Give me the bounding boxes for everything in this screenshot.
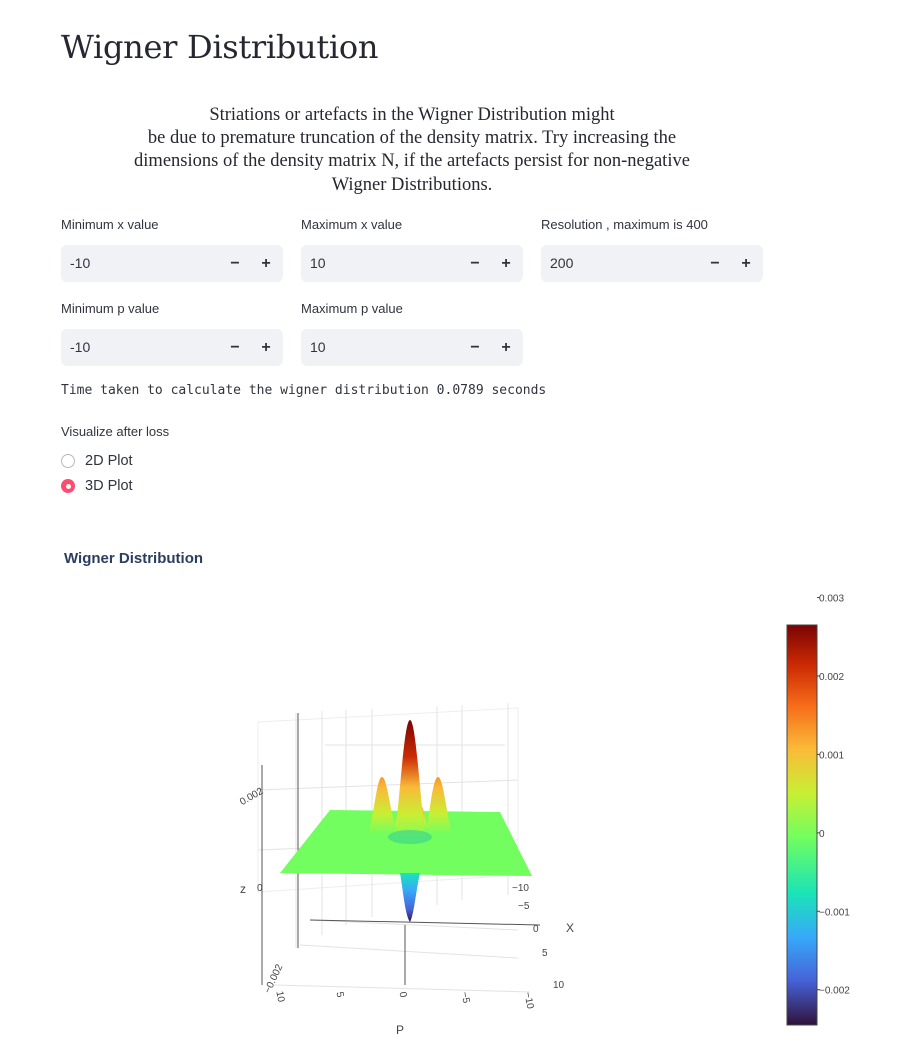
- resolution-increment-button[interactable]: +: [741, 255, 751, 272]
- resolution-input[interactable]: 200 − +: [541, 245, 763, 282]
- colorbar-tick-label: −0.001: [819, 907, 850, 918]
- radio-selected-icon[interactable]: [61, 479, 75, 493]
- radio-3d-plot[interactable]: 3D Plot: [61, 476, 133, 496]
- z-tick-label: 0: [257, 883, 263, 894]
- resolution-field: Resolution , maximum is 400 200 − +: [541, 215, 763, 282]
- max-x-increment-button[interactable]: +: [501, 255, 511, 272]
- max-x-label: Maximum x value: [301, 217, 403, 232]
- min-x-increment-button[interactable]: +: [261, 255, 271, 272]
- p-tick-label: −10: [522, 991, 536, 1010]
- max-p-value[interactable]: 10: [310, 339, 326, 355]
- page-title: Wigner Distribution: [61, 28, 379, 66]
- note-line: Wigner Distributions.: [331, 174, 493, 195]
- min-p-input[interactable]: -10 − +: [61, 329, 283, 366]
- surface-side-peak: [368, 777, 397, 834]
- note-line: be due to premature truncation of the de…: [147, 128, 677, 149]
- scene-axes: [261, 713, 541, 985]
- max-x-decrement-button[interactable]: −: [470, 255, 480, 272]
- x-tick-label: −10: [512, 883, 529, 894]
- p-axis-label: P: [396, 1023, 404, 1037]
- max-p-label: Maximum p value: [301, 301, 403, 316]
- min-p-value[interactable]: -10: [70, 339, 91, 355]
- max-p-decrement-button[interactable]: −: [470, 339, 480, 356]
- max-x-field: Maximum x value 10 − +: [301, 215, 523, 282]
- min-x-input[interactable]: -10 − +: [61, 245, 283, 282]
- radio-2d-plot-label[interactable]: 2D Plot: [85, 453, 133, 469]
- radio-unselected-icon[interactable]: [61, 454, 75, 468]
- min-x-label: Minimum x value: [61, 217, 159, 232]
- surface-side-peak: [426, 777, 452, 834]
- colorbar-gradient: [786, 624, 818, 1026]
- min-x-field: Minimum x value -10 − +: [61, 215, 283, 282]
- min-p-increment-button[interactable]: +: [261, 339, 271, 356]
- resolution-value[interactable]: 200: [550, 255, 574, 271]
- resolution-decrement-button[interactable]: −: [710, 255, 720, 272]
- note-line: Striations or artefacts in the Wigner Di…: [209, 105, 615, 125]
- min-x-decrement-button[interactable]: −: [230, 255, 240, 272]
- p-tick-label: −5: [459, 991, 472, 1005]
- colorbar: 0.003 0.002 0.001 0 −0.001 −0.002: [786, 594, 850, 1026]
- p-tick-label: 0: [397, 991, 409, 999]
- note-line: dimensions of the density matrix N, if t…: [134, 151, 690, 172]
- max-x-value[interactable]: 10: [310, 255, 326, 271]
- radio-3d-plot-label[interactable]: 3D Plot: [85, 478, 133, 494]
- x-axis-ticks: −10 −5 0 5 10 X: [512, 883, 574, 991]
- min-p-label: Minimum p value: [61, 301, 160, 316]
- x-tick-label: 5: [542, 948, 548, 959]
- colorbar-tick-label: 0.003: [819, 594, 844, 605]
- surface-dip: [400, 873, 420, 922]
- min-p-decrement-button[interactable]: −: [230, 339, 240, 356]
- p-axis-ticks: 10 5 0 −5 −10 P: [273, 990, 535, 1037]
- colorbar-tick-label: −0.002: [819, 986, 850, 997]
- max-x-input[interactable]: 10 − +: [301, 245, 523, 282]
- surface-central-peak: [394, 720, 426, 842]
- colorbar-tick-label: 0.001: [819, 750, 844, 761]
- p-tick-label: 10: [273, 990, 286, 1003]
- x-axis-label: X: [566, 921, 574, 935]
- radio-2d-plot[interactable]: 2D Plot: [61, 451, 133, 471]
- chart-title: Wigner Distribution: [64, 550, 204, 567]
- colorbar-tick-label: 0.002: [819, 672, 844, 683]
- colorbar-tick-label: 0: [819, 829, 825, 840]
- z-axis-label: z: [240, 882, 246, 896]
- min-x-value[interactable]: -10: [70, 255, 91, 271]
- max-p-input[interactable]: 10 − +: [301, 329, 523, 366]
- visualize-label: Visualize after loss: [61, 424, 170, 439]
- min-p-field: Minimum p value -10 − +: [61, 299, 283, 366]
- x-tick-label: −5: [518, 901, 530, 912]
- p-tick-label: 5: [334, 991, 346, 999]
- surface-peak-base: [388, 830, 432, 844]
- max-p-field: Maximum p value 10 − +: [301, 299, 523, 366]
- timing-text: Time taken to calculate the wigner distr…: [61, 383, 547, 398]
- x-tick-label: 0: [533, 924, 539, 935]
- max-p-increment-button[interactable]: +: [501, 339, 511, 356]
- info-note: Striations or artefacts in the Wigner Di…: [60, 104, 764, 197]
- x-tick-label: 10: [553, 980, 565, 991]
- colorbar-ticks: 0.003 0.002 0.001 0 −0.001 −0.002: [817, 594, 850, 997]
- resolution-label: Resolution , maximum is 400: [541, 217, 708, 232]
